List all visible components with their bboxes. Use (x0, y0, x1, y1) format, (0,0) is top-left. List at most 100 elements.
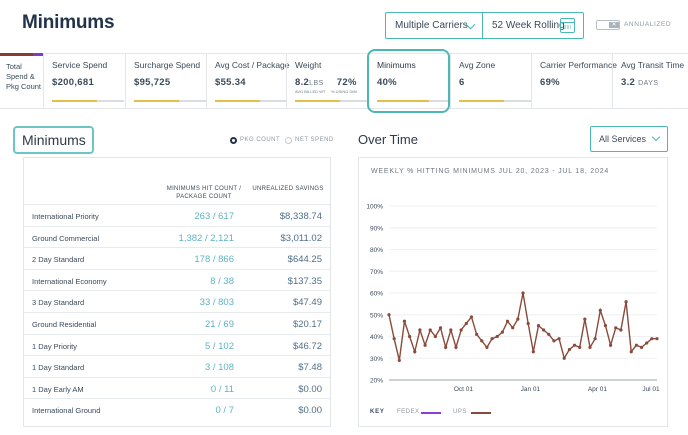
ups-data-point (588, 345, 592, 349)
y-tick-label: 40% (370, 334, 383, 341)
ups-data-point (593, 337, 597, 341)
minimums-count: 33 / 803 (199, 297, 234, 309)
page-title: Minimums (22, 12, 115, 33)
ups-data-point (609, 343, 613, 347)
kpi-service-spend[interactable]: Service Spend $200,681 (43, 53, 125, 109)
x-tick-label: Oct 01 (454, 386, 474, 393)
legend-key-label: KEY (370, 409, 385, 415)
x-tick-label: Jul 01 (642, 386, 660, 393)
kpi-value: 69% (540, 77, 560, 88)
chart-title: WEEKLY % HITTING MINIMUMS JUL 20, 2023 -… (371, 168, 610, 175)
ups-data-point (516, 317, 520, 321)
table-row[interactable]: 1 Day Priority 5 / 102 $46.72 (24, 333, 330, 356)
section-title: Minimums (13, 126, 94, 154)
minimums-count: 263 / 617 (194, 211, 234, 222)
ups-data-point (536, 324, 541, 328)
minimums-count: 0 / 11 (210, 383, 234, 395)
kpi-progress-track (215, 100, 287, 102)
carrier-select[interactable]: Multiple Carriers (385, 12, 483, 39)
ups-data-point (418, 328, 422, 332)
kpi-avg-zone[interactable]: Avg Zone 6 (450, 53, 531, 109)
kpi-value: 3.2 DAYS (621, 77, 659, 88)
kpi-side-accent-ups (0, 53, 33, 56)
service-name: 2 Day Standard (32, 255, 85, 265)
ups-data-point (531, 350, 535, 354)
ups-data-point (572, 343, 577, 347)
ups-data-point (500, 330, 504, 334)
ups-data-point (645, 341, 649, 345)
ups-data-point (614, 326, 618, 330)
pkg-count-label[interactable]: PKG COUNT (240, 137, 281, 143)
unrealized-savings: $46.72 (292, 340, 322, 352)
minimums-table: MINIMUMS HIT COUNT / PACKAGE COUNT UNREA… (23, 157, 331, 427)
net-spend-radio[interactable] (285, 137, 292, 144)
services-select[interactable]: All Services (590, 126, 668, 152)
kpi-side-label: Total Spend & Pkg Count (6, 62, 42, 91)
minimums-count: 8 / 38 (210, 275, 234, 287)
kpi-progress-track (295, 100, 367, 102)
ups-data-point (578, 345, 582, 349)
ups-data-point (408, 334, 412, 339)
y-tick-label: 80% (370, 247, 383, 254)
ups-data-point (619, 328, 623, 332)
ups-data-point (480, 339, 484, 343)
ups-data-point (392, 337, 396, 341)
kpi-progress-fill (377, 100, 429, 102)
table-row[interactable]: 1 Day Early AM 0 / 11 $0.00 (24, 376, 330, 399)
minimums-count: 3 / 108 (204, 362, 234, 374)
minimums-count: 1,382 / 2,121 (178, 232, 234, 244)
kpi-side-accent-fedex (33, 53, 43, 56)
ups-data-point (444, 345, 448, 349)
kpi-progress-fill (459, 100, 504, 102)
kpi-avg-cost[interactable]: Avg Cost / Package $55.34 (206, 53, 290, 109)
ups-data-point (459, 328, 463, 332)
table-row[interactable]: International Ground 0 / 7 $0.00 (24, 398, 330, 420)
net-spend-label[interactable]: NET SPEND (295, 137, 334, 143)
unrealized-savings: $47.49 (292, 297, 322, 309)
minimums-count: 5 / 102 (204, 340, 234, 352)
ups-data-point (639, 345, 644, 349)
service-name: International Priority (32, 212, 99, 221)
y-tick-label: 70% (370, 269, 383, 276)
table-row[interactable]: International Economy 8 / 38 $137.35 (24, 268, 330, 291)
kpi-progress-fill (295, 100, 340, 102)
service-name: 1 Day Priority (32, 341, 78, 351)
kpi-surcharge-spend[interactable]: Surcharge Spend $95,725 (125, 53, 206, 109)
over-time-title: Over Time (358, 132, 418, 147)
kpi-bar (0, 53, 688, 109)
unrealized-savings: $0.00 (298, 383, 322, 395)
ups-data-point (402, 319, 407, 323)
pkg-count-radio[interactable] (230, 137, 237, 144)
kpi-side-tab[interactable]: Total Spend & Pkg Count (0, 53, 43, 109)
table-row[interactable]: 1 Day Standard 3 / 108 $7.48 (24, 355, 330, 377)
annualized-toggle[interactable]: ✕ (596, 20, 620, 30)
kpi-selected-highlight (367, 49, 450, 113)
kpi-carrier-performance[interactable]: Carrier Performance 69% (531, 53, 617, 109)
chevron-down-icon (651, 132, 661, 142)
y-tick-label: 90% (370, 225, 383, 232)
column-header-count: MINIMUMS HIT COUNT / PACKAGE COUNT (166, 186, 242, 200)
minimums-count: 0 / 7 (215, 405, 235, 417)
carrier-select-value: Multiple Carriers (395, 20, 468, 31)
ups-data-point (485, 345, 489, 349)
kpi-weight[interactable]: Weight 8.2LBS 72% AVG BILLED WT % USING … (286, 53, 368, 109)
kpi-progress-fill (134, 100, 179, 102)
unrealized-savings: $7.48 (298, 362, 322, 374)
table-row[interactable]: 3 Day Standard 33 / 803 $47.49 (24, 290, 330, 312)
service-name: International Economy (32, 276, 107, 286)
service-name: 3 Day Standard (32, 298, 85, 308)
period-select[interactable]: 52 Week Rolling (482, 12, 584, 39)
table-row[interactable]: International Priority 263 / 617 $8,338.74 (24, 204, 330, 226)
kpi-label: Surcharge Spend (134, 60, 201, 70)
ups-data-point (449, 328, 453, 332)
table-row[interactable]: Ground Commercial 1,382 / 2,121 $3,011.02 (24, 225, 330, 248)
minimums-chart: WEEKLY % HITTING MINIMUMS JUL 20, 2023 -… (358, 157, 668, 427)
service-name: Ground Commercial (32, 233, 100, 243)
kpi-avg-transit-time[interactable]: Avg Transit Time 3.2 DAYS (612, 53, 688, 109)
ups-data-point (521, 291, 525, 295)
calendar-icon[interactable] (560, 18, 575, 33)
unrealized-savings: $20.17 (292, 319, 322, 330)
ups-data-point (475, 332, 479, 336)
table-row[interactable]: Ground Residential 21 / 69 $20.17 (24, 312, 330, 334)
table-row[interactable]: 2 Day Standard 178 / 866 $644.25 (24, 247, 330, 269)
